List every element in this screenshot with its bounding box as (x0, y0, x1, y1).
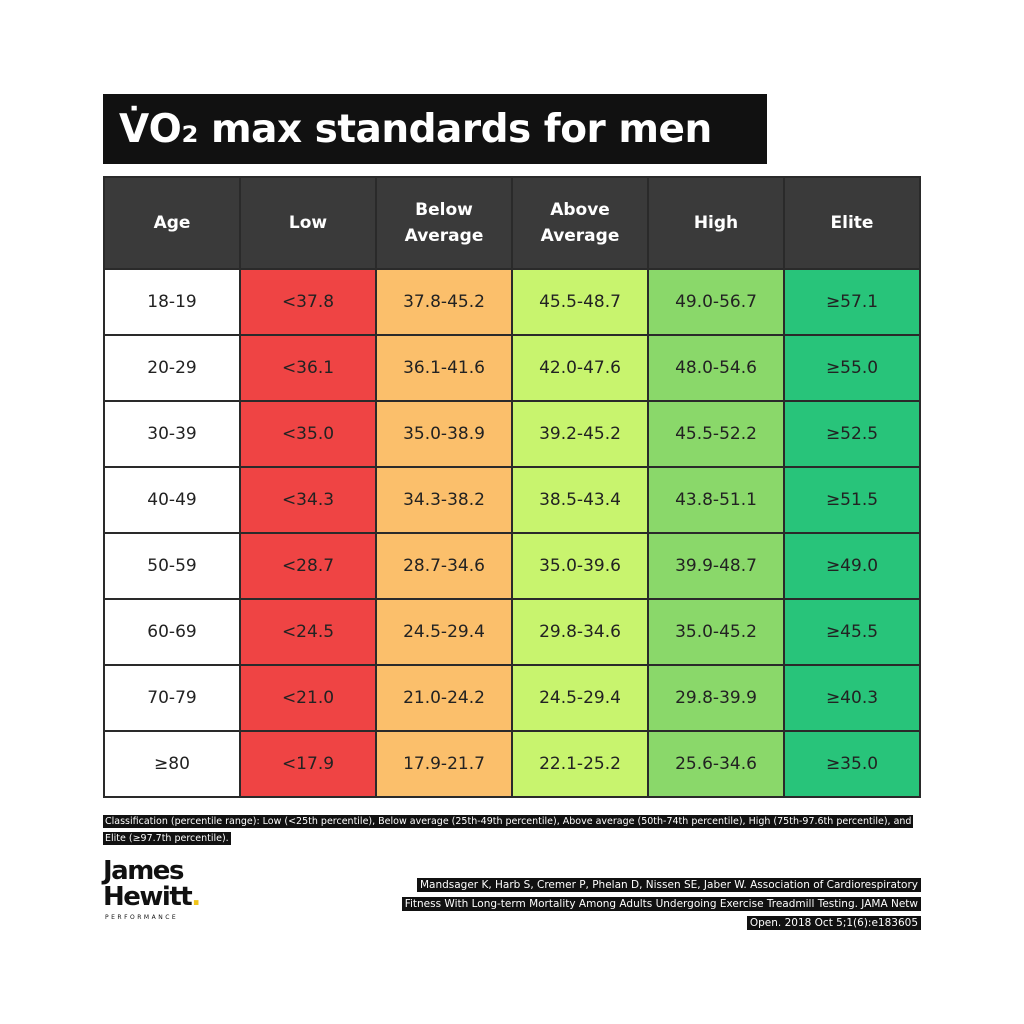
cell-elite: ≥40.3 (783, 664, 921, 732)
cell-age: 20-29 (103, 334, 241, 402)
table-header-row: Age Low Below Average Above Average High… (103, 176, 921, 270)
logo-subtitle: PERFORMANCE (105, 914, 179, 921)
cell-below-average: 28.7-34.6 (375, 532, 513, 600)
cell-low: <37.8 (239, 268, 377, 336)
cell-above-average: 29.8-34.6 (511, 598, 649, 666)
cell-elite: ≥35.0 (783, 730, 921, 798)
title-text: V̇O₂ max standards for men (119, 106, 712, 152)
cell-age: ≥80 (103, 730, 241, 798)
logo-line-2-wrapper: Hewitt. (103, 884, 233, 910)
cell-elite: ≥51.5 (783, 466, 921, 534)
logo-line-2: Hewitt (103, 882, 193, 912)
page-title: V̇O₂ max standards for men (103, 94, 767, 164)
cell-above-average: 39.2-45.2 (511, 400, 649, 468)
table-row: 30-39 <35.0 35.0-38.9 39.2-45.2 45.5-52.… (103, 400, 921, 468)
vo2-standards-table: Age Low Below Average Above Average High… (103, 176, 921, 798)
cell-high: 25.6-34.6 (647, 730, 785, 798)
cell-high: 35.0-45.2 (647, 598, 785, 666)
table-row: 18-19 <37.8 37.8-45.2 45.5-48.7 49.0-56.… (103, 268, 921, 336)
cell-elite: ≥52.5 (783, 400, 921, 468)
header-elite: Elite (783, 176, 921, 270)
table-row: 70-79 <21.0 21.0-24.2 24.5-29.4 29.8-39.… (103, 664, 921, 732)
cell-high: 43.8-51.1 (647, 466, 785, 534)
cell-low: <34.3 (239, 466, 377, 534)
cell-high: 45.5-52.2 (647, 400, 785, 468)
cell-low: <35.0 (239, 400, 377, 468)
cell-age: 60-69 (103, 598, 241, 666)
logo-line-1: James (103, 856, 184, 886)
cell-below-average: 17.9-21.7 (375, 730, 513, 798)
header-above-average: Above Average (511, 176, 649, 270)
header-high: High (647, 176, 785, 270)
table-row: 60-69 <24.5 24.5-29.4 29.8-34.6 35.0-45.… (103, 598, 921, 666)
classification-text: Classification (percentile range): Low (… (103, 815, 914, 845)
cell-above-average: 42.0-47.6 (511, 334, 649, 402)
cell-above-average: 45.5-48.7 (511, 268, 649, 336)
cell-above-average: 38.5-43.4 (511, 466, 649, 534)
citation-text: Mandsager K, Harb S, Cremer P, Phelan D,… (401, 878, 921, 930)
cell-age: 70-79 (103, 664, 241, 732)
cell-age: 50-59 (103, 532, 241, 600)
cell-elite: ≥55.0 (783, 334, 921, 402)
cell-high: 49.0-56.7 (647, 268, 785, 336)
cell-high: 29.8-39.9 (647, 664, 785, 732)
cell-below-average: 36.1-41.6 (375, 334, 513, 402)
cell-below-average: 35.0-38.9 (375, 400, 513, 468)
cell-elite: ≥49.0 (783, 532, 921, 600)
header-age: Age (103, 176, 241, 270)
cell-below-average: 21.0-24.2 (375, 664, 513, 732)
table-row: ≥80 <17.9 17.9-21.7 22.1-25.2 25.6-34.6 … (103, 730, 921, 798)
logo-dot: . (191, 882, 201, 912)
cell-below-average: 24.5-29.4 (375, 598, 513, 666)
cell-elite: ≥57.1 (783, 268, 921, 336)
table-row: 40-49 <34.3 34.3-38.2 38.5-43.4 43.8-51.… (103, 466, 921, 534)
cell-high: 39.9-48.7 (647, 532, 785, 600)
cell-low: <24.5 (239, 598, 377, 666)
cell-age: 18-19 (103, 268, 241, 336)
cell-high: 48.0-54.6 (647, 334, 785, 402)
classification-note: Classification (percentile range): Low (… (103, 813, 921, 847)
brand-logo: James Hewitt. PERFORMANCE (103, 858, 233, 921)
table-row: 50-59 <28.7 28.7-34.6 35.0-39.6 39.9-48.… (103, 532, 921, 600)
cell-above-average: 35.0-39.6 (511, 532, 649, 600)
table-row: 20-29 <36.1 36.1-41.6 42.0-47.6 48.0-54.… (103, 334, 921, 402)
cell-low: <21.0 (239, 664, 377, 732)
cell-above-average: 22.1-25.2 (511, 730, 649, 798)
cell-low: <36.1 (239, 334, 377, 402)
citation: Mandsager K, Harb S, Cremer P, Phelan D,… (381, 876, 921, 933)
cell-low: <28.7 (239, 532, 377, 600)
header-below-average: Below Average (375, 176, 513, 270)
cell-elite: ≥45.5 (783, 598, 921, 666)
cell-low: <17.9 (239, 730, 377, 798)
cell-age: 30-39 (103, 400, 241, 468)
header-low: Low (239, 176, 377, 270)
cell-above-average: 24.5-29.4 (511, 664, 649, 732)
cell-below-average: 34.3-38.2 (375, 466, 513, 534)
cell-age: 40-49 (103, 466, 241, 534)
cell-below-average: 37.8-45.2 (375, 268, 513, 336)
